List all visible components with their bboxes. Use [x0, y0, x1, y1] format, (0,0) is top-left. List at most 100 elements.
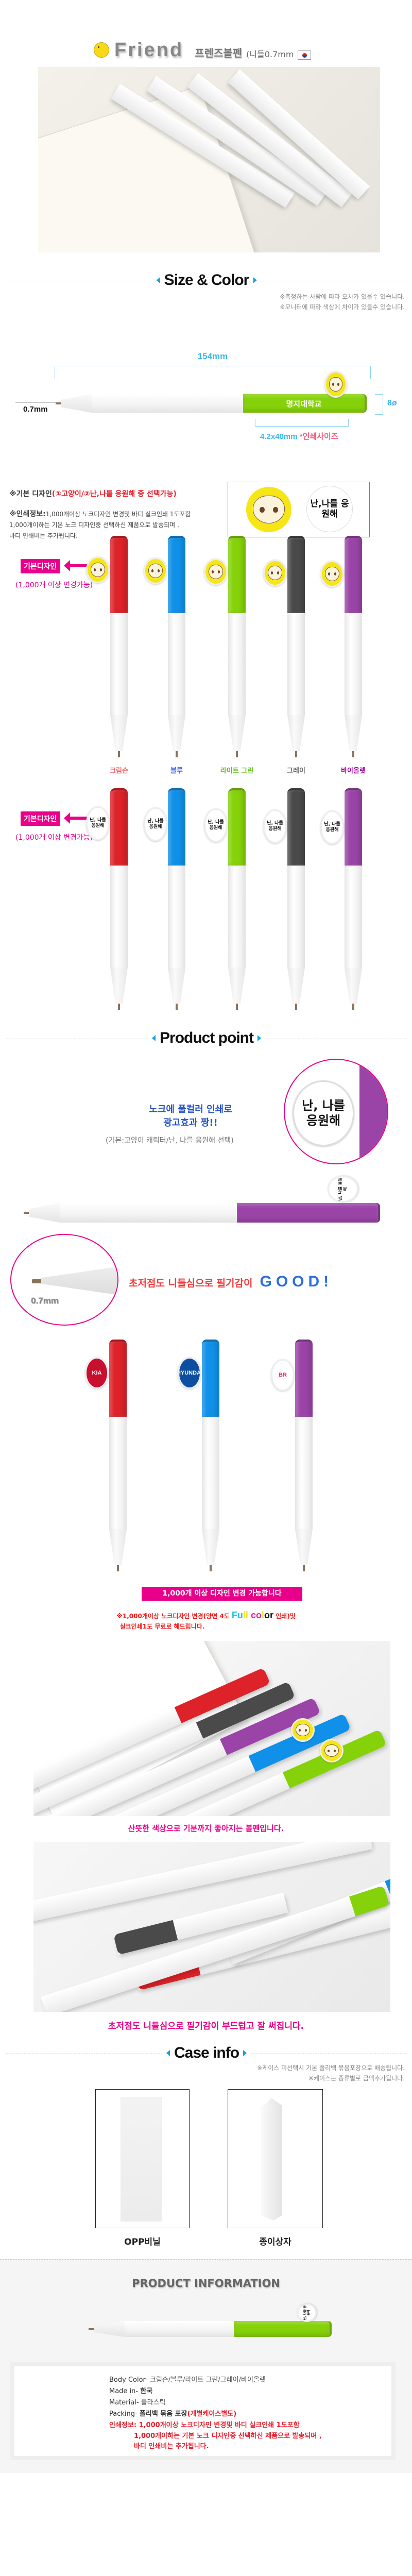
point-pen — [24, 1203, 380, 1223]
writing-feel: 초저점도 니들심으로 필기감이 GOOD! — [129, 1273, 333, 1291]
pen-taper — [287, 968, 305, 1004]
purple-cap — [359, 1060, 387, 1163]
pen-nib — [352, 751, 354, 757]
case-label: OPP비닐 — [124, 2237, 161, 2247]
info-value: 1,000개이상 노크디자인 변경및 바디 실크인쇄 1도포함 — [139, 2421, 300, 2429]
note: ※모니터에 따라 색상에 차이가 있을수 있습니다. — [280, 303, 405, 311]
note: ※케이스 미선택시 기본 폴리백 묶음포장으로 배송됩니다. — [257, 2064, 405, 2072]
diameter-label: 8ø — [387, 399, 397, 408]
pen-nib — [176, 751, 178, 757]
knock-line: 광고효과 짱!! — [163, 1117, 218, 1128]
pen-body — [228, 613, 246, 715]
pen — [287, 788, 305, 1010]
pen-body — [345, 866, 362, 968]
pen — [202, 1340, 219, 1571]
length-label: 154mm — [197, 351, 228, 361]
cat-badge — [320, 561, 344, 587]
change-note: (1,000개 이상 변경가능) — [15, 581, 93, 589]
info-value: 한국 — [140, 2387, 153, 2395]
knock-magnifier: 난, 나를 응원해 — [284, 1059, 388, 1164]
pen-cap — [109, 1340, 127, 1417]
pen-nib — [176, 1004, 178, 1010]
info-label: Material- — [109, 2399, 141, 2406]
info-label: Packing- — [109, 2410, 140, 2418]
full-color-part: co — [248, 1610, 262, 1620]
pen-taper — [287, 715, 305, 751]
pen-cap — [295, 1340, 313, 1417]
pen-taper — [228, 715, 246, 751]
triangle-left-icon — [166, 2050, 170, 2056]
info-value: 플라스틱 — [141, 2399, 166, 2406]
knock-sub: (기본:고양이 캐릭터/난, 나를 응원해 선택) — [106, 1137, 234, 1145]
section-title-text: Product point — [160, 1029, 254, 1046]
pen-nib — [117, 1565, 119, 1571]
print-size: 4.2x40mm *인쇄사이즈 — [260, 431, 338, 442]
design-options-box: 난,나를 응원해 — [228, 482, 370, 537]
case-opp[interactable] — [95, 2089, 190, 2228]
change-note: (1,000개 이상 변경가능) — [15, 834, 93, 842]
print-info-line: 1,000개이하는 기본 노크 디자인중 선택하신 제품으로 발송되며 , — [9, 521, 179, 529]
section-title-text: Size & Color — [164, 272, 250, 289]
writing-good: GOOD! — [260, 1273, 333, 1290]
lifestyle-photo-2 — [33, 1842, 390, 2012]
pen-nib — [303, 1565, 305, 1571]
full-color-part: ll — [243, 1610, 248, 1620]
pen — [168, 536, 185, 757]
logo-badge: BR — [271, 1359, 295, 1391]
pen-taper — [168, 715, 185, 751]
pen-taper — [168, 968, 185, 1004]
header: Friend 프렌즈볼펜 (니들0.7mm — [93, 40, 312, 60]
logo-badge: KIA — [85, 1357, 109, 1389]
pen-body — [110, 866, 128, 968]
logo-badge: HYUNDAI — [178, 1357, 201, 1389]
print-size-note: *인쇄사이즈 — [299, 432, 338, 441]
chick-icon — [93, 40, 110, 60]
info-row: Made in- 한국 — [109, 2386, 322, 2397]
case-notes: ※케이스 미선택시 기본 폴리백 묶음포장으로 배송됩니다. ※케이스는 종류별… — [257, 2063, 405, 2083]
pen-taper — [202, 1529, 219, 1565]
paper-box-image — [261, 2098, 282, 2221]
default-design-label: 기본디자인 — [21, 559, 60, 573]
case-paper-box[interactable] — [228, 2089, 323, 2228]
section-title-product-point: Product point — [6, 1029, 407, 1048]
color-name: 블루 — [170, 767, 183, 775]
info-value: 1,000개이하는 기본 노크 디자인중 선택하신 제품으로 발송되며 , — [134, 2432, 322, 2440]
pen — [168, 788, 185, 1010]
print-size-value: 4.2x40mm — [260, 432, 298, 441]
info-row: Packing- 폴리백 묶음 포장(개별케이스별도) — [109, 2409, 322, 2420]
color-name: 크림슨 — [110, 767, 128, 775]
note: ※케이스는 종류별로 금액추가됩니다. — [308, 2075, 405, 2082]
pen-taper — [295, 1529, 313, 1565]
arrow-icon — [64, 812, 88, 824]
case-label: 종이상자 — [259, 2237, 291, 2247]
info-label: Body Color- — [109, 2376, 150, 2384]
info-pen — [89, 2321, 332, 2337]
pen — [228, 788, 246, 1010]
pen-cap — [110, 536, 128, 613]
pen-nib — [210, 1565, 212, 1571]
info-row: 인쇄정보: 1,000개이상 노크디자인 변경및 바디 실크인쇄 1도포함 — [109, 2420, 322, 2431]
pen-taper — [345, 968, 362, 1004]
cat-design — [246, 487, 291, 532]
pen-body — [287, 866, 305, 968]
triangle-right-icon — [253, 277, 257, 283]
pen-taper — [109, 1529, 127, 1565]
pen-body — [287, 613, 305, 715]
pen — [287, 536, 305, 757]
info-row: Body Color- 크림슨/블루/라이트 그린/그레이/바이올렛 — [109, 2375, 322, 2386]
pen-nib — [352, 1004, 354, 1010]
color-name: 바이올렛 — [341, 767, 366, 775]
product-info-box: Body Color- 크림슨/블루/라이트 그린/그레이/바이올렛 Made … — [10, 2362, 396, 2460]
pen-cap — [168, 788, 185, 866]
free-line: 인쇄)및 — [273, 1613, 296, 1620]
pen-nib — [295, 751, 297, 757]
color-name: 라이트 그린 — [220, 767, 254, 775]
info-row: Material- 플라스틱 — [109, 2397, 322, 2409]
cat-badge — [324, 371, 347, 398]
pen — [345, 536, 362, 757]
product-spec: (니들0.7mm — [246, 49, 294, 59]
pen-nib — [236, 1004, 238, 1010]
cat-badge — [263, 560, 287, 586]
triangle-right-icon — [257, 1035, 261, 1041]
cat-badge — [204, 558, 228, 585]
